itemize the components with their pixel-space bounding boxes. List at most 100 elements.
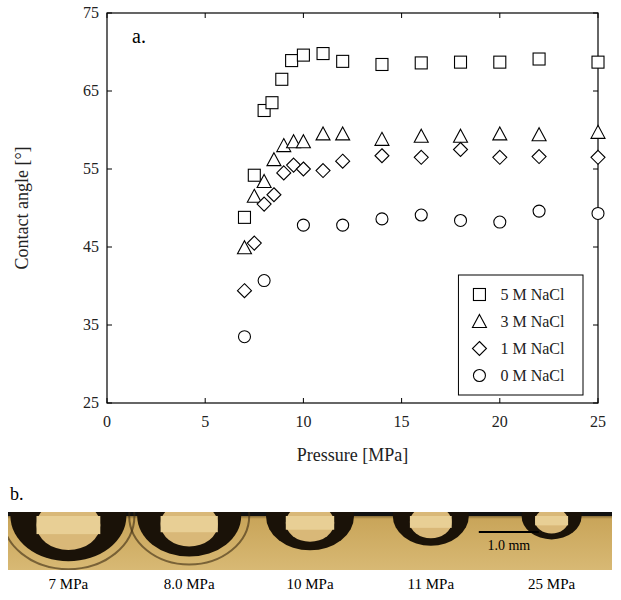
- y-tick: [593, 325, 598, 326]
- point: [336, 154, 350, 168]
- point: [532, 150, 546, 164]
- x-tick-label: 5: [201, 413, 209, 430]
- point: [296, 162, 310, 176]
- y-tick: [593, 247, 598, 248]
- x-tick-label: 15: [394, 413, 410, 430]
- legend-box: [458, 275, 583, 395]
- point: [337, 55, 349, 67]
- point: [376, 213, 388, 225]
- x-tick: [205, 398, 206, 403]
- point: [591, 150, 605, 164]
- point: [317, 48, 329, 60]
- droplet-core: [286, 512, 334, 542]
- droplet-core: [37, 512, 101, 550]
- point: [493, 150, 507, 164]
- series: [238, 48, 604, 224]
- x-tick: [598, 398, 599, 403]
- y-tick: [593, 13, 598, 14]
- y-tick-label: 35: [83, 316, 99, 333]
- series: [237, 125, 605, 253]
- droplet-highlight: [161, 516, 218, 532]
- droplet-highlight: [286, 516, 334, 530]
- legend-label: 0 M NaCl: [500, 367, 565, 384]
- legend-marker: [472, 315, 486, 328]
- plot-frame: [107, 13, 598, 403]
- point: [267, 153, 281, 166]
- legend-label: 5 M NaCl: [500, 286, 565, 303]
- point: [277, 166, 291, 180]
- droplets: [8, 512, 612, 569]
- droplet-core: [535, 512, 568, 534]
- y-tick: [107, 403, 112, 404]
- point: [592, 207, 604, 219]
- y-tick: [593, 91, 598, 92]
- point: [276, 73, 288, 85]
- x-tick: [401, 13, 402, 18]
- x-tick: [598, 13, 599, 18]
- point: [238, 211, 250, 223]
- y-axis-title: Contact angle [°]: [12, 146, 32, 269]
- y-tick: [593, 169, 598, 170]
- point: [375, 149, 389, 163]
- caption: 7 MPa: [49, 576, 89, 592]
- droplet-ring: [8, 512, 134, 569]
- x-tick: [499, 13, 500, 18]
- point: [415, 57, 427, 69]
- y-tick-label: 45: [83, 238, 99, 255]
- scale-bar-label: 1.0 mm: [487, 538, 530, 553]
- droplet: [137, 512, 241, 557]
- droplet-core: [161, 512, 218, 546]
- y-tick: [593, 403, 598, 404]
- point: [376, 58, 388, 70]
- droplet: [522, 512, 582, 539]
- x-tick: [107, 398, 108, 403]
- droplet-core: [410, 512, 452, 538]
- y-tick: [107, 169, 112, 170]
- y-tick-label: 65: [83, 82, 99, 99]
- point: [297, 219, 309, 231]
- point: [375, 132, 389, 145]
- x-tick: [205, 13, 206, 18]
- caption: 11 MPa: [408, 576, 455, 592]
- x-tick: [303, 13, 304, 18]
- point: [532, 128, 546, 141]
- point: [248, 169, 260, 181]
- figure: 0510152025253545556575Pressure [MPa]Cont…: [0, 0, 621, 600]
- y-tick-label: 75: [83, 4, 99, 21]
- point: [247, 236, 261, 250]
- y-tick-label: 55: [83, 160, 99, 177]
- point: [454, 143, 468, 157]
- scale-bar: [479, 531, 539, 533]
- x-tick: [107, 13, 108, 18]
- point: [336, 127, 350, 140]
- point: [247, 189, 261, 202]
- caption: 10 MPa: [286, 576, 333, 592]
- droplet-highlight: [410, 516, 452, 528]
- legend-marker: [473, 370, 485, 382]
- legend: 5 M NaCl3 M NaCl1 M NaCl0 M NaCl: [458, 275, 583, 395]
- droplet: [10, 512, 126, 561]
- legend-label: 1 M NaCl: [500, 340, 565, 357]
- droplet-highlight: [37, 516, 101, 534]
- point: [286, 55, 298, 67]
- point: [296, 135, 310, 148]
- panel-label: a.: [132, 25, 146, 47]
- point: [257, 197, 271, 211]
- x-axis-title: Pressure [MPa]: [297, 445, 408, 465]
- points: [237, 48, 605, 343]
- point: [591, 125, 605, 138]
- point: [533, 53, 545, 65]
- series: [237, 143, 605, 298]
- droplet-ring: [129, 512, 249, 565]
- x-tick: [499, 398, 500, 403]
- point: [493, 127, 507, 140]
- point: [533, 205, 545, 217]
- legend-marker: [473, 289, 485, 301]
- x-tick: [303, 398, 304, 403]
- caption: 8.0 MPa: [164, 576, 215, 592]
- point: [237, 284, 251, 298]
- point: [414, 129, 428, 142]
- panel-label: b.: [10, 484, 24, 504]
- droplet-highlight: [535, 516, 568, 525]
- x-tick-label: 0: [103, 413, 111, 430]
